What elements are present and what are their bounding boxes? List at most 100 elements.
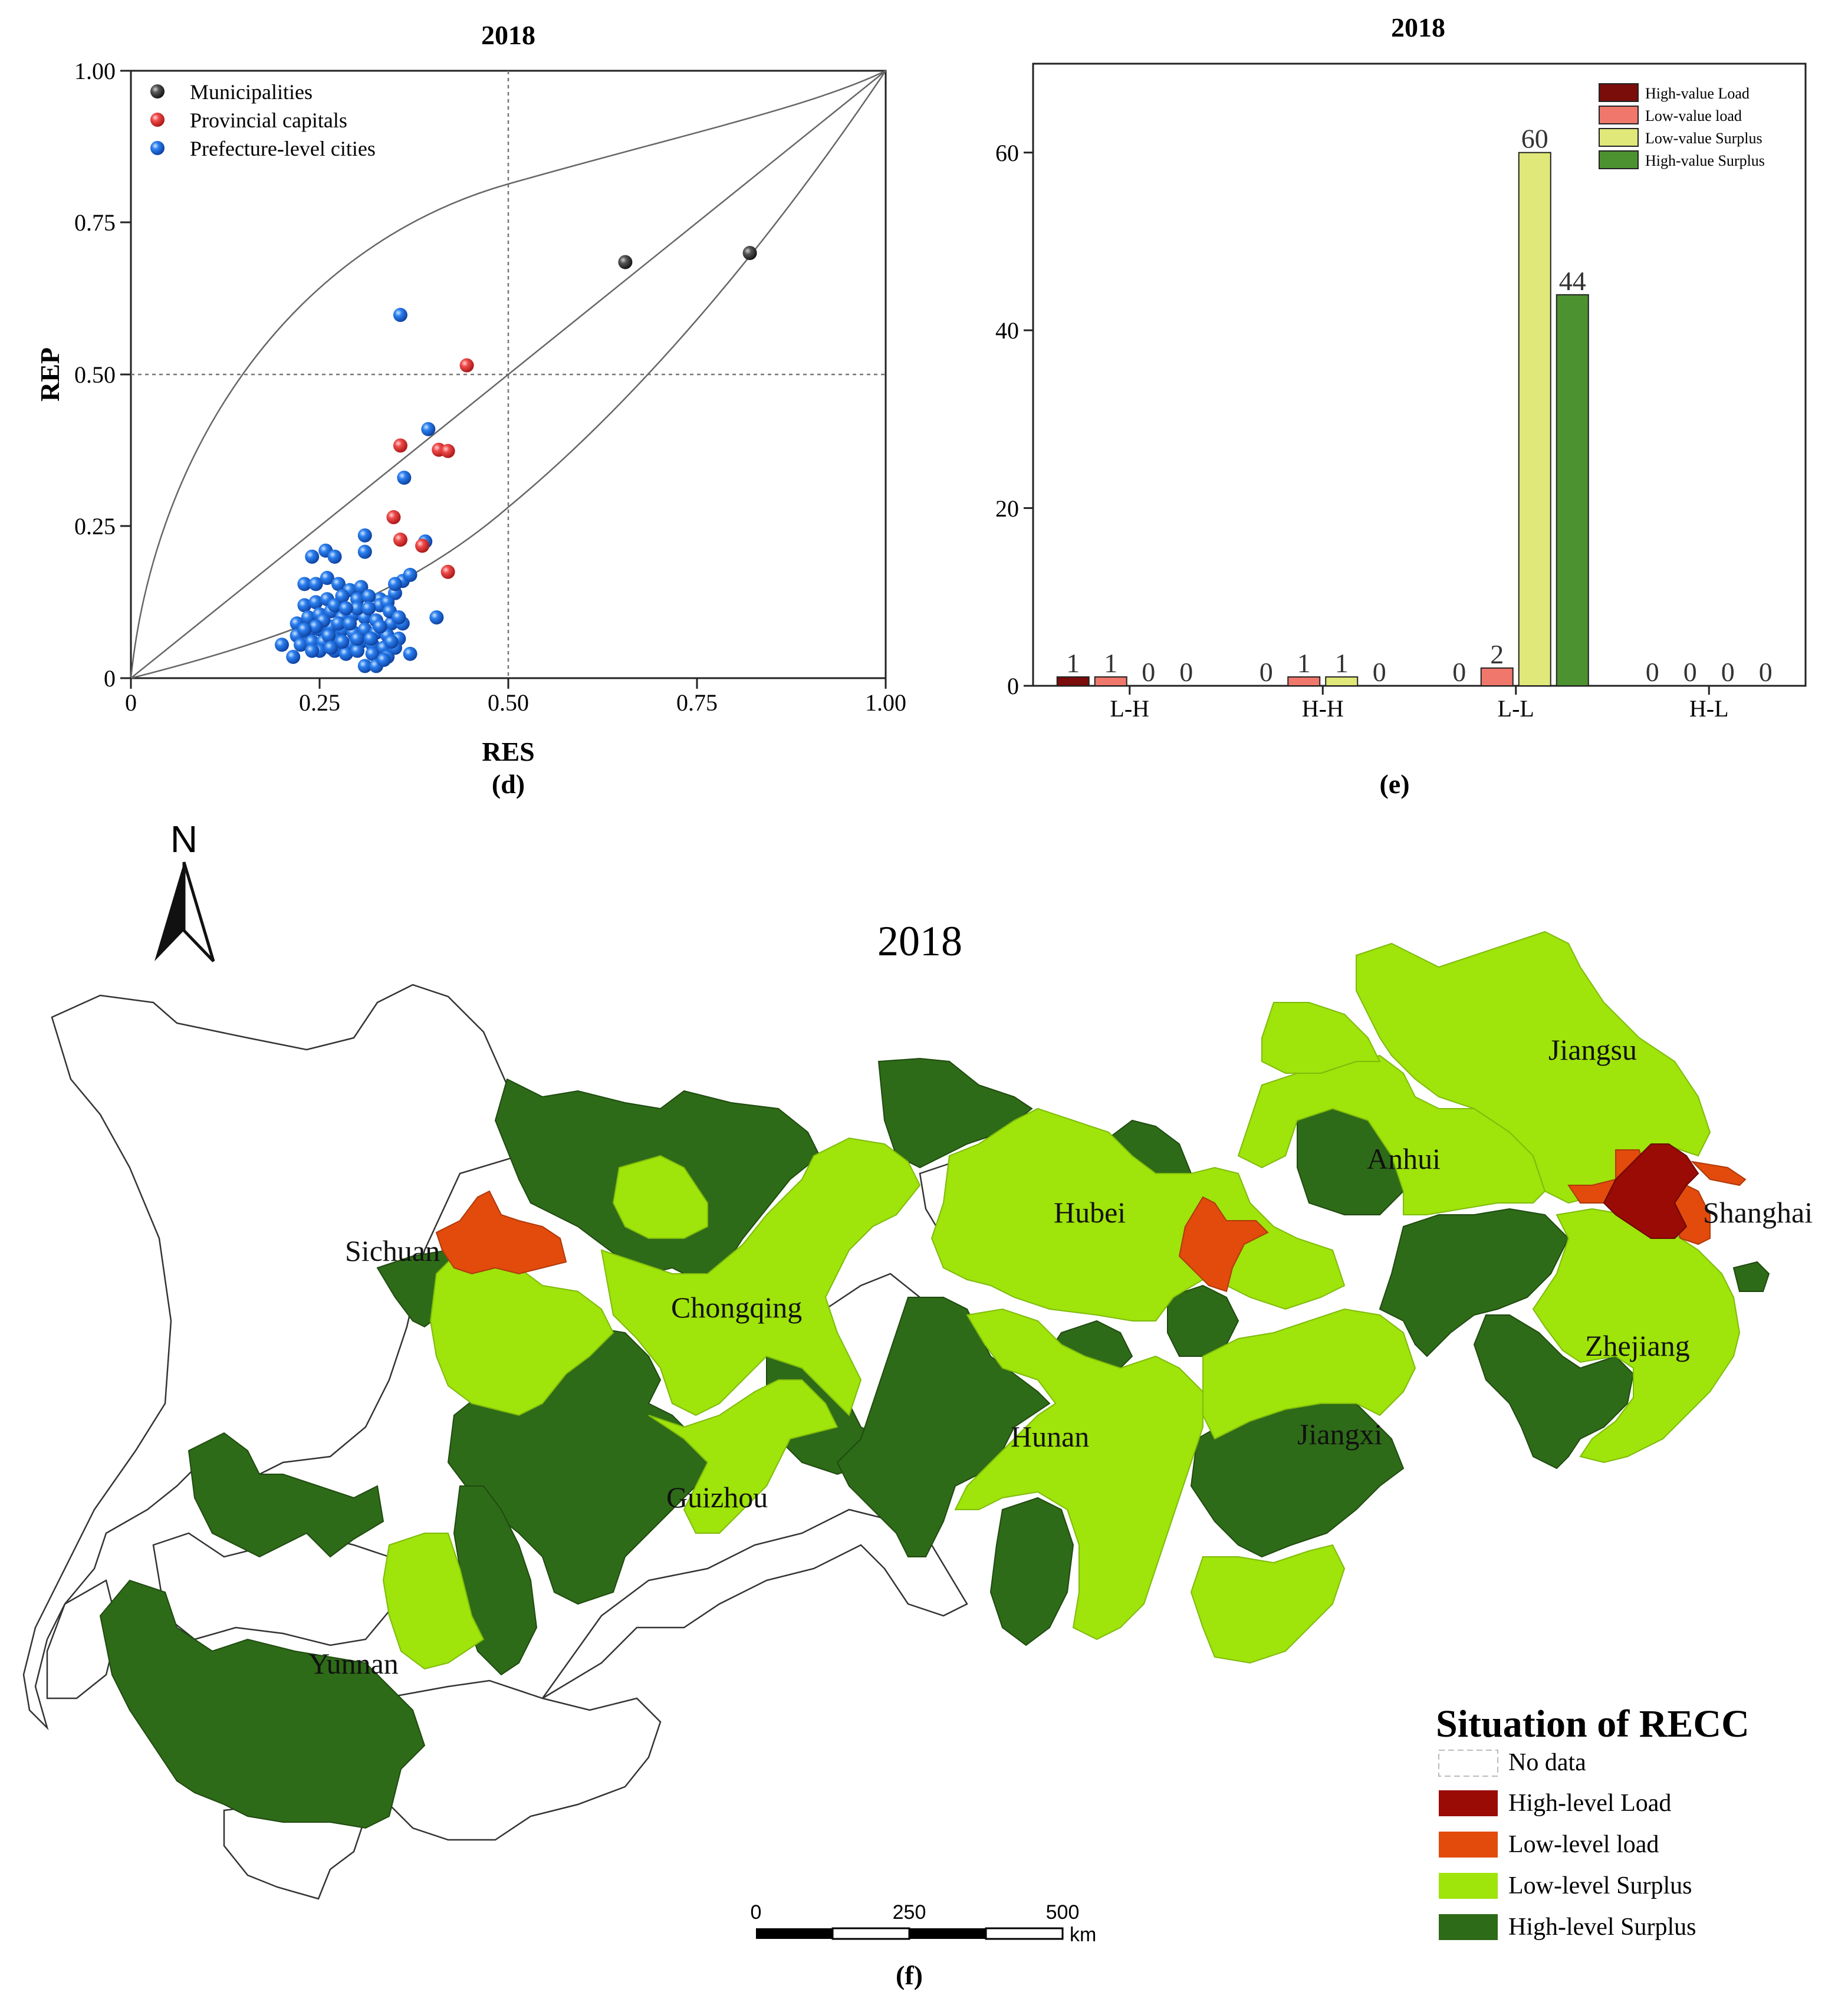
scatter-point-prefecture-level-cities xyxy=(393,308,407,323)
scatter-y-tick-label: 0.50 xyxy=(74,361,116,388)
scatter-point-prefecture-level-cities xyxy=(384,635,399,649)
scatter-point-prefecture-level-cities xyxy=(297,577,312,591)
legend-label-low-level-load: Low-level load xyxy=(1508,1831,1659,1858)
region-yunnan-southwest-green xyxy=(99,1579,426,1829)
bar-value-label: 0 xyxy=(1260,657,1273,687)
legend-label-high-level-load: High-level Load xyxy=(1508,1790,1671,1817)
bar-value-label: 0 xyxy=(1721,657,1735,687)
legend-label-low-level-surplus: Low-level Surplus xyxy=(1508,1872,1692,1899)
scatter-point-prefecture-level-cities xyxy=(308,577,323,591)
scatter-y-tick-label: 0 xyxy=(104,665,116,692)
scatter-point-prefecture-level-cities xyxy=(403,646,417,661)
bar-low-value-load-l-h xyxy=(1094,676,1127,687)
scatter-point-prefecture-level-cities xyxy=(376,653,391,668)
region-chengdu xyxy=(435,1190,567,1275)
scatter-point-prefecture-level-cities xyxy=(357,659,372,673)
scatter-point-prefecture-level-cities xyxy=(331,616,346,631)
bar-value-label: 44 xyxy=(1559,266,1586,296)
region-shanghai-islands-orange xyxy=(1691,1161,1747,1186)
scatter-point-prefecture-level-cities xyxy=(331,577,346,591)
north-arrow-icon: N xyxy=(154,818,215,962)
bar-value-label: 0 xyxy=(1759,657,1773,687)
scatter-point-prefecture-level-cities xyxy=(361,589,376,603)
scatter-point-provincial-capitals xyxy=(415,538,430,553)
scale-tick-label: 0 xyxy=(751,1901,762,1924)
region-zhejiang-south xyxy=(1473,1314,1635,1470)
bar-high-value-load-l-h xyxy=(1056,676,1090,687)
region-hubei xyxy=(930,1107,1346,1321)
region-anhui xyxy=(1237,1054,1546,1215)
legend-swatch-low-value-surplus xyxy=(1599,128,1639,147)
scatter-point-prefecture-level-cities xyxy=(421,422,436,436)
scatter-point-provincial-capitals xyxy=(393,532,407,547)
scatter-y-axis-label: REP xyxy=(35,347,65,402)
region-chongqing-west xyxy=(612,1155,708,1239)
region-shanghai-core xyxy=(1603,1143,1699,1239)
province-label-jiangsu: Jiangsu xyxy=(1548,1033,1637,1066)
region-hunan-west xyxy=(836,1297,1051,1557)
bar-low-value-surplus-l-l xyxy=(1518,152,1551,686)
region-jiangxi-north xyxy=(1202,1308,1416,1440)
bar-low-value-load-h-h xyxy=(1287,676,1321,687)
bar-low-value-surplus-h-h xyxy=(1325,676,1359,687)
scatter-x-tick-label: 0 xyxy=(125,689,137,716)
region-yunnan-west xyxy=(46,1579,119,1699)
region-hunan-south xyxy=(989,1497,1074,1646)
scatter-y-tick-label: 0.75 xyxy=(74,209,116,236)
bar-category-label: H-L xyxy=(1689,695,1729,722)
scatter-point-prefecture-level-cities xyxy=(338,601,353,616)
scatter-y-ticks xyxy=(120,70,131,679)
scatter-caption: (d) xyxy=(492,769,525,799)
legend-swatch-high-level-surplus xyxy=(1439,1914,1498,1940)
scatter-y-tick-label: 1.00 xyxy=(74,58,116,84)
map-high-level-load-regions xyxy=(1603,1143,1699,1239)
scatter-point-prefecture-level-cities xyxy=(403,567,417,582)
scatter-point-prefecture-level-cities xyxy=(397,471,412,485)
scatter-curve-lower xyxy=(130,70,887,679)
region-wuhan xyxy=(1178,1196,1269,1293)
legend-label-no-data: No data xyxy=(1508,1749,1586,1776)
legend-label-high-value-surplus: High-value Surplus xyxy=(1645,152,1765,169)
scatter-y-tick-label: 0.25 xyxy=(74,513,116,540)
scale-bar: 0 250 500 km xyxy=(751,1901,1097,1946)
scatter-x-tick-label: 1.00 xyxy=(865,689,906,716)
bar-title: 2018 xyxy=(1391,12,1445,42)
region-anhui-south xyxy=(1379,1208,1570,1357)
scatter-point-prefecture-level-cities xyxy=(286,649,301,664)
bar-value-label: 2 xyxy=(1490,639,1504,669)
scatter-curve-upper xyxy=(130,70,886,679)
map-no-data-regions xyxy=(22,984,1175,1900)
scatter-point-prefecture-level-cities xyxy=(350,601,364,616)
scatter-x-tick-label: 0.75 xyxy=(676,689,718,716)
province-label-jiangxi: Jiangxi xyxy=(1297,1418,1382,1451)
bar-plot-frame xyxy=(1032,63,1807,687)
legend-swatch-high-level-load xyxy=(1439,1790,1498,1816)
scatter-point-provincial-capitals xyxy=(459,358,474,373)
province-label-yunnan: Yunnan xyxy=(308,1647,399,1680)
bar-y-ticks xyxy=(1024,152,1710,695)
bar-y-tick-label: 20 xyxy=(995,495,1019,522)
legend-label-low-value-surplus: Low-value Surplus xyxy=(1645,130,1762,147)
bar-value-label: 1 xyxy=(1297,648,1311,678)
bar-value-label: 0 xyxy=(1142,657,1155,687)
scatter-point-prefecture-level-cities xyxy=(297,622,312,637)
map-low-level-surplus-regions xyxy=(382,931,1741,1670)
scale-tick-label: 500 xyxy=(1046,1901,1080,1924)
legend-label-provincial-capitals: Provincial capitals xyxy=(190,109,347,132)
scatter-point-prefecture-level-cities xyxy=(388,577,402,591)
scatter-point-prefecture-level-cities xyxy=(324,640,338,655)
scatter-point-prefecture-level-cities xyxy=(294,637,308,652)
region-yunnan-east xyxy=(188,1432,384,1558)
bar-value-label: 1 xyxy=(1104,648,1117,678)
legend-label-high-level-surplus: High-level Surplus xyxy=(1508,1914,1696,1941)
north-label: N xyxy=(170,818,198,860)
scatter-title: 2018 xyxy=(481,20,535,50)
bar-value-label: 1 xyxy=(1335,648,1349,678)
legend-swatch-high-value-surplus xyxy=(1599,150,1639,169)
bar-category-label: L-L xyxy=(1498,695,1534,722)
legend-swatch-no-data xyxy=(1438,1750,1498,1777)
map-legend: Situation of RECC No data High-level Loa… xyxy=(1436,1702,1750,1941)
scale-tick-label: 250 xyxy=(893,1901,926,1924)
scatter-point-provincial-capitals xyxy=(386,510,401,525)
